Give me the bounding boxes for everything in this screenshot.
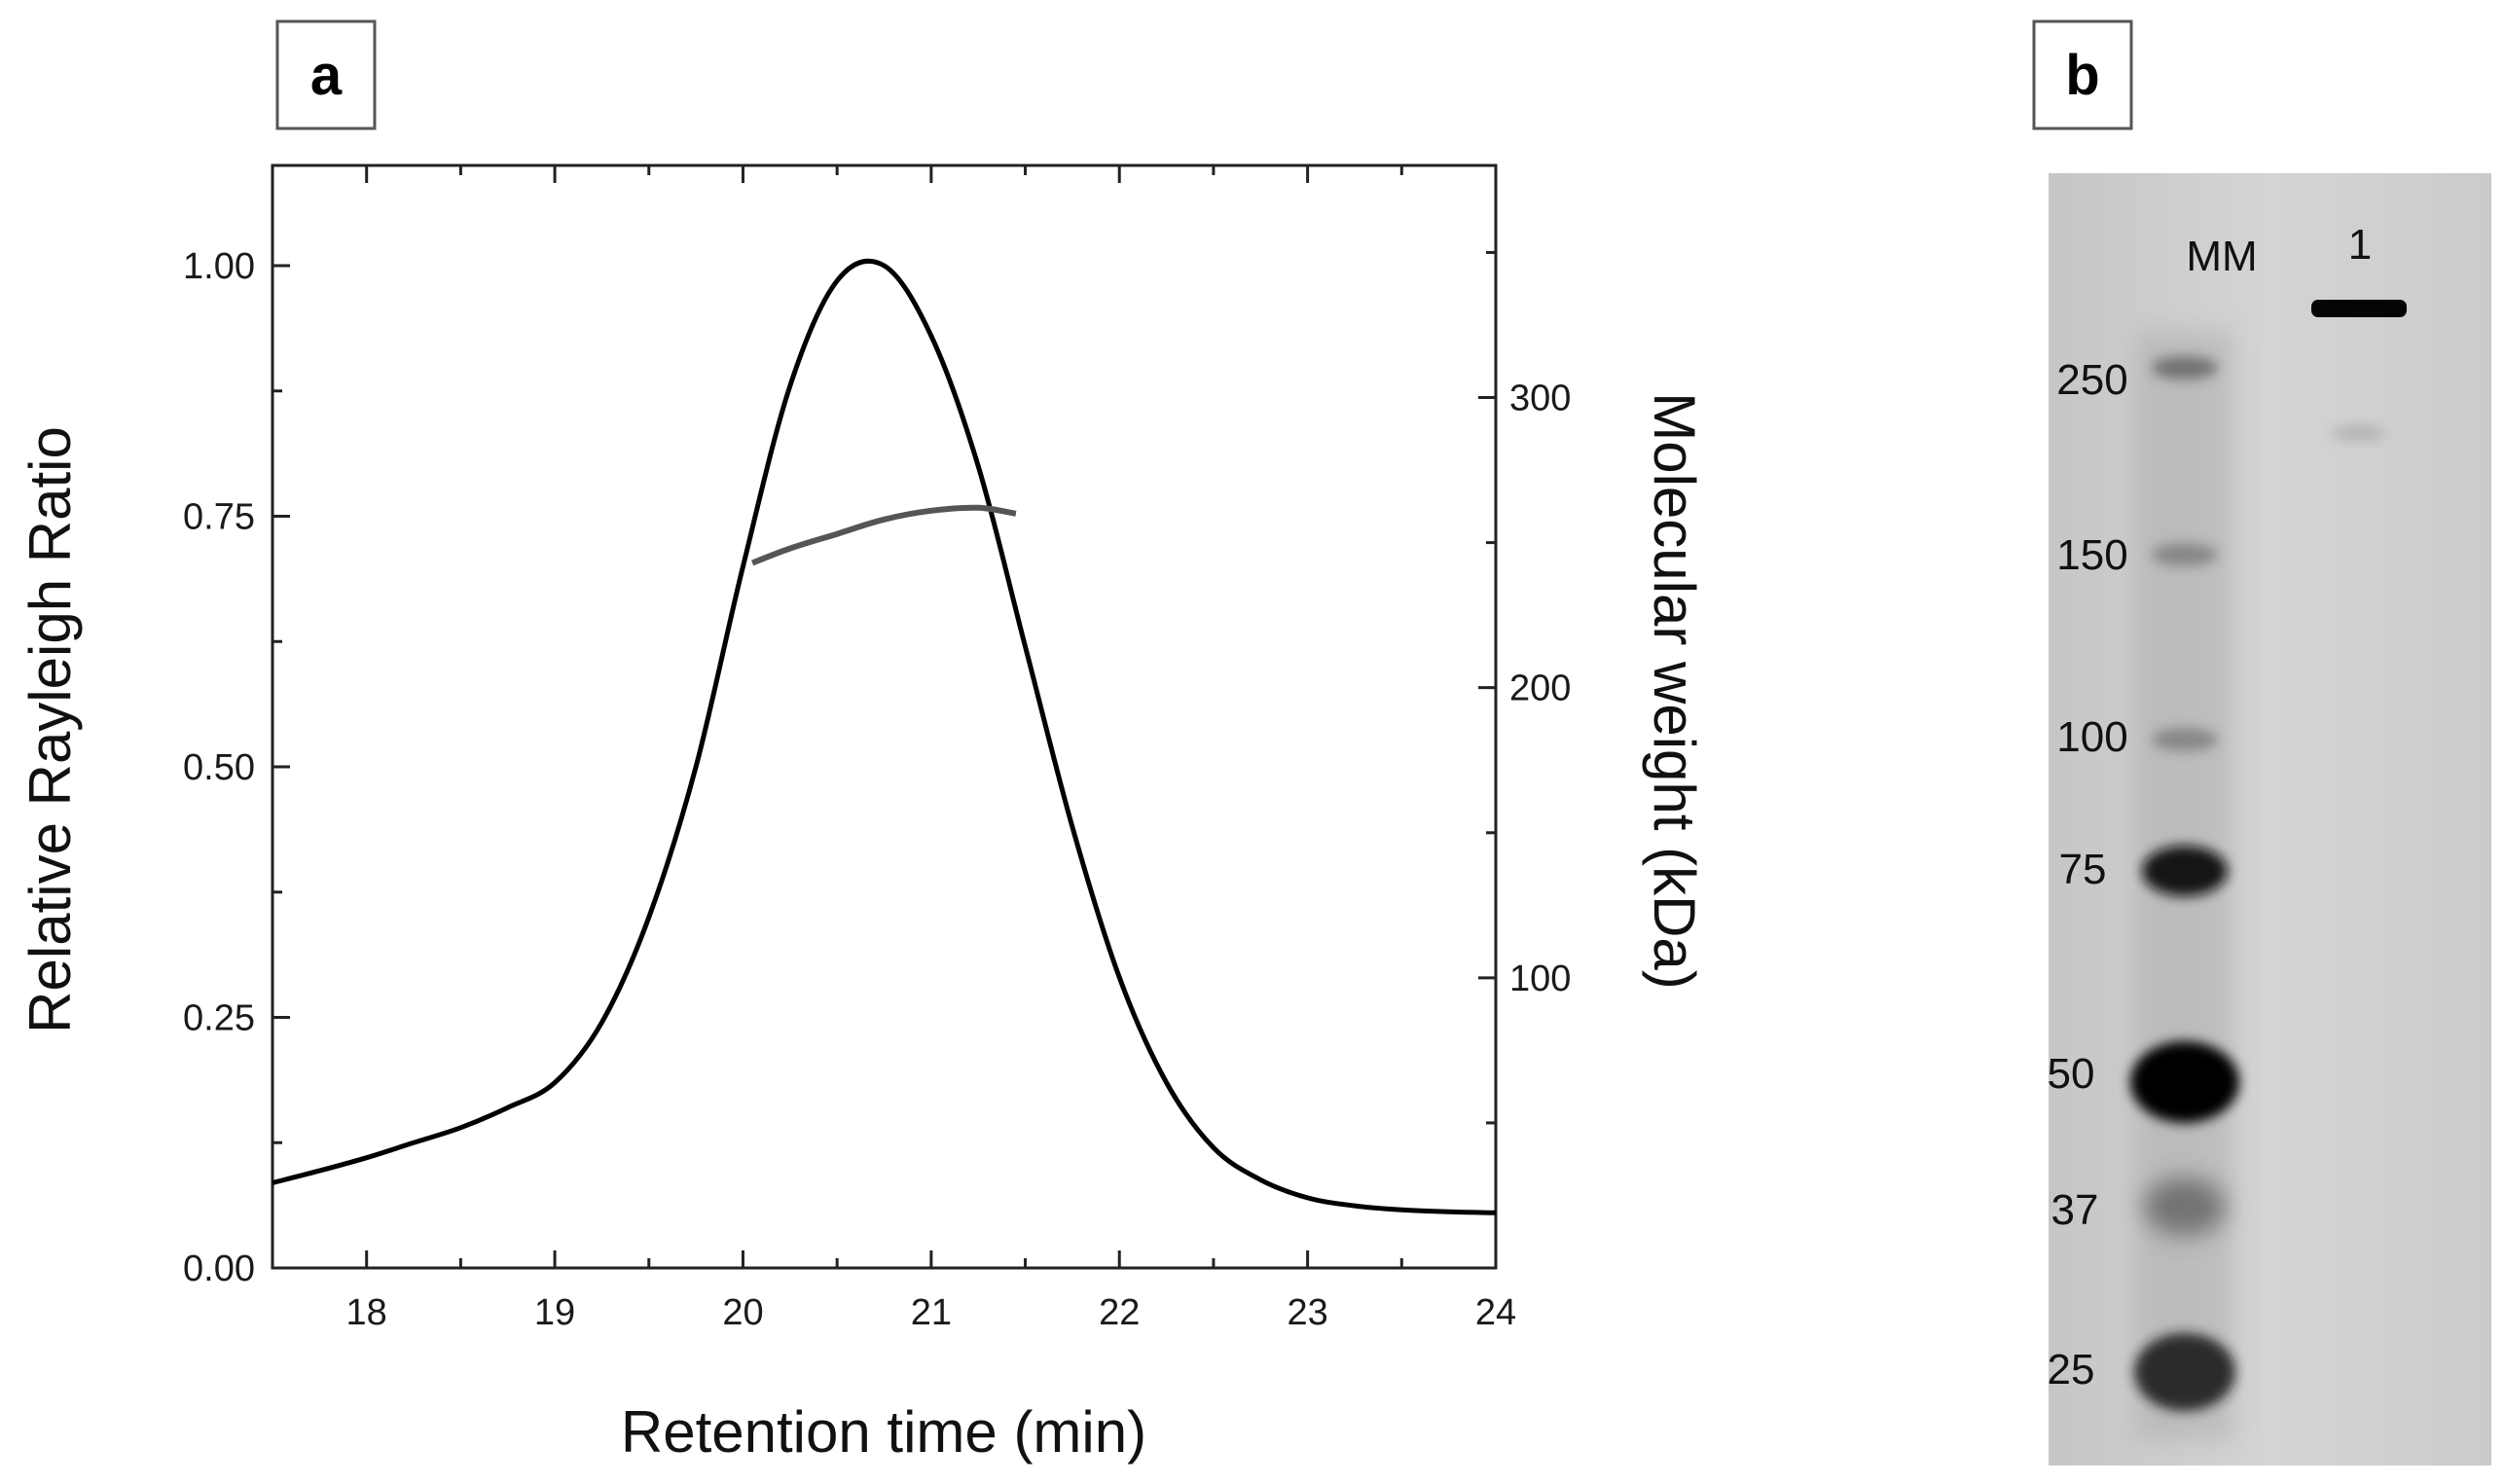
ticks: [271, 165, 1498, 1270]
y2-tick-label: 200: [1509, 669, 1571, 709]
panel-a-letter: a: [310, 44, 343, 107]
panel-a-label: a: [275, 19, 377, 130]
sample-band-lane-1: [2311, 300, 2407, 317]
marker-band-50: [2130, 1041, 2239, 1123]
lane-label-1: 1: [2348, 221, 2372, 269]
marker-band-100: [2152, 728, 2218, 751]
x-tick-label: 22: [1099, 1292, 1140, 1333]
gel-image: MM 1 250 150 100 75 50 37 25: [2048, 173, 2491, 1466]
lane-label-mm: MM: [2186, 233, 2257, 280]
x-tick-label: 24: [1475, 1292, 1516, 1333]
marker-band-150: [2152, 543, 2218, 566]
series-molecular-weight-line: [751, 504, 1017, 566]
y-tick-label: 1.00: [183, 246, 255, 287]
y-tick-label: 0.00: [183, 1249, 255, 1289]
y-axis-title: Relative Rayleigh Ratio: [18, 426, 83, 1033]
marker-label-50: 50: [2048, 1050, 2095, 1098]
panel-b-letter: b: [2065, 44, 2099, 107]
marker-label-100: 100: [2056, 713, 2127, 761]
marker-band-37: [2144, 1177, 2226, 1236]
marker-band-250: [2152, 356, 2218, 380]
y-tick-label: 0.25: [183, 998, 255, 1039]
marker-label-250: 250: [2056, 356, 2127, 404]
marker-label-75: 75: [2059, 846, 2107, 893]
y-tick-label: 0.75: [183, 497, 255, 538]
tick-labels: 18 19 20 21 22 23 24 0.00 0.25 0.50 0.75 1.00 100 200…: [183, 246, 1571, 1333]
plot-frame: [271, 163, 1498, 1270]
gel-background: [2049, 173, 2491, 1466]
x-tick-label: 20: [722, 1292, 763, 1333]
marker-label-150: 150: [2056, 531, 2127, 579]
series-rayleigh-line: [272, 258, 1497, 1215]
marker-label-37: 37: [2051, 1186, 2099, 1234]
marker-band-75: [2142, 846, 2228, 896]
x-tick-label: 18: [346, 1292, 387, 1333]
sample-faint-band: [2332, 425, 2386, 441]
x-tick-label: 23: [1287, 1292, 1327, 1333]
chart-a: 18 19 20 21 22 23 24 0.00 0.25 0.50 0.75 1.00 100 200…: [18, 163, 1707, 1465]
y-tick-label: 0.50: [183, 747, 255, 788]
marker-label-25: 25: [2048, 1346, 2095, 1394]
y2-tick-label: 100: [1509, 959, 1571, 999]
x-axis-title: Retention time (min): [621, 1399, 1146, 1465]
marker-band-25: [2134, 1333, 2235, 1411]
y2-axis-title: Molecular weight (kDa): [1642, 392, 1707, 990]
x-tick-label: 21: [911, 1292, 952, 1333]
x-tick-label: 19: [534, 1292, 575, 1333]
y2-tick-label: 300: [1509, 379, 1571, 419]
panel-b-label: b: [2032, 19, 2133, 130]
